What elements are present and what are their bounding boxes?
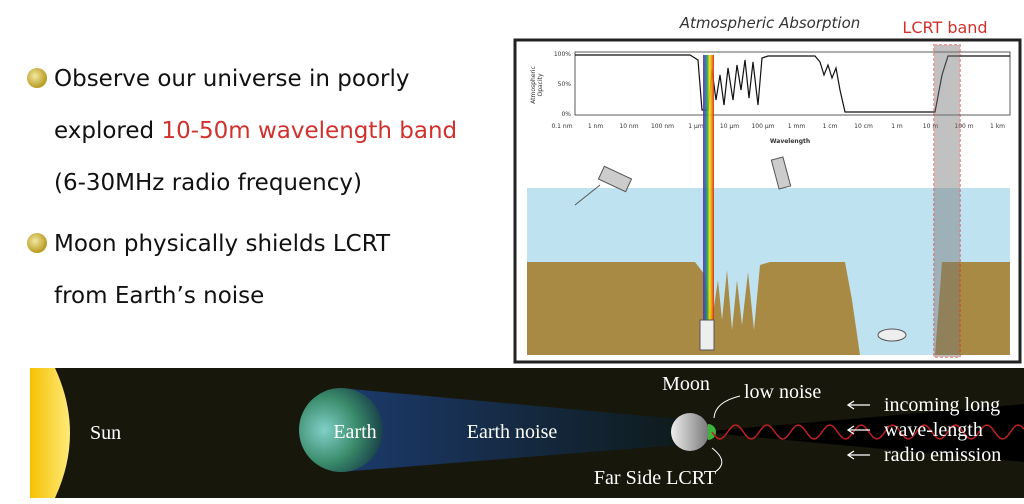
bullet-text: explored 10-50m wavelength band: [54, 118, 457, 144]
emission-label: incoming long: [884, 394, 1000, 416]
x-tick-label: 1 mm: [788, 123, 806, 130]
band-label: LCRT band: [902, 18, 987, 37]
x-tick-label: 1 km: [990, 123, 1005, 130]
noise-label: Earth noise: [467, 421, 558, 443]
satellite: [574, 165, 633, 206]
x-tick-label: 100 nm: [651, 123, 674, 130]
x-label: Wavelength: [770, 138, 810, 145]
plot-frame: [574, 51, 1011, 116]
y-label: Atmospheric: [530, 66, 537, 104]
figure-title: Atmospheric Absorption: [679, 14, 861, 32]
y-tick-label: 100%: [554, 51, 571, 58]
x-tick-label: 1 m: [891, 123, 903, 130]
arrows: [846, 400, 870, 460]
x-tick-label: 10 nm: [619, 123, 638, 130]
bullet-text: Moon physically shields LCRT: [54, 231, 391, 257]
low-noise-label: low noise: [744, 381, 821, 403]
dish: [877, 328, 907, 342]
pointer: [711, 447, 723, 473]
earth: [299, 388, 383, 472]
moon-label: Moon: [662, 373, 710, 395]
emission-label: radio emission: [884, 444, 1001, 466]
y-label: AtmosphericOpacity: [530, 66, 544, 104]
ground: [527, 262, 1010, 355]
y-tick-label: 0%: [561, 111, 571, 118]
lcrt-band: [933, 44, 961, 358]
telescope: [770, 156, 792, 190]
earth-label: Earth: [333, 421, 376, 443]
bullet-text: (6-30MHz radio frequency): [54, 170, 362, 196]
observatory: [699, 319, 715, 351]
x-tick-label: 100 m: [954, 123, 973, 130]
x-tick-label: 10 m: [923, 123, 939, 130]
highlight-text: 10-50m wavelength band: [161, 118, 457, 144]
bullet-icon: [27, 233, 47, 253]
x-tick-label: 10 µm: [720, 123, 739, 130]
moon: [671, 413, 709, 451]
bullet-icon: [27, 68, 47, 88]
y-tick-label: 50%: [558, 81, 572, 88]
bullet-text: explored: [54, 118, 161, 144]
emission-label: wave-length: [884, 419, 983, 441]
sun-label: Sun: [90, 422, 121, 444]
sun: [30, 368, 70, 498]
y-label: Opacity: [537, 73, 544, 97]
bullet-text: from Earth’s noise: [54, 283, 264, 309]
x-tick-label: 0.1 nm: [551, 123, 572, 130]
x-tick-label: 1 µm: [688, 123, 704, 130]
x-tick-label: 1 cm: [823, 123, 838, 130]
far-side-label: Far Side LCRT: [594, 467, 716, 489]
x-tick-label: 1 nm: [588, 123, 604, 130]
bullet-text: Observe our universe in poorly: [54, 66, 409, 92]
x-tick-label: 100 µm: [751, 123, 774, 130]
x-tick-label: 10 cm: [854, 123, 873, 130]
noise-cone: [340, 388, 690, 472]
shadow: [700, 404, 1024, 462]
visible-band: [703, 55, 714, 325]
pointer: [713, 395, 741, 419]
